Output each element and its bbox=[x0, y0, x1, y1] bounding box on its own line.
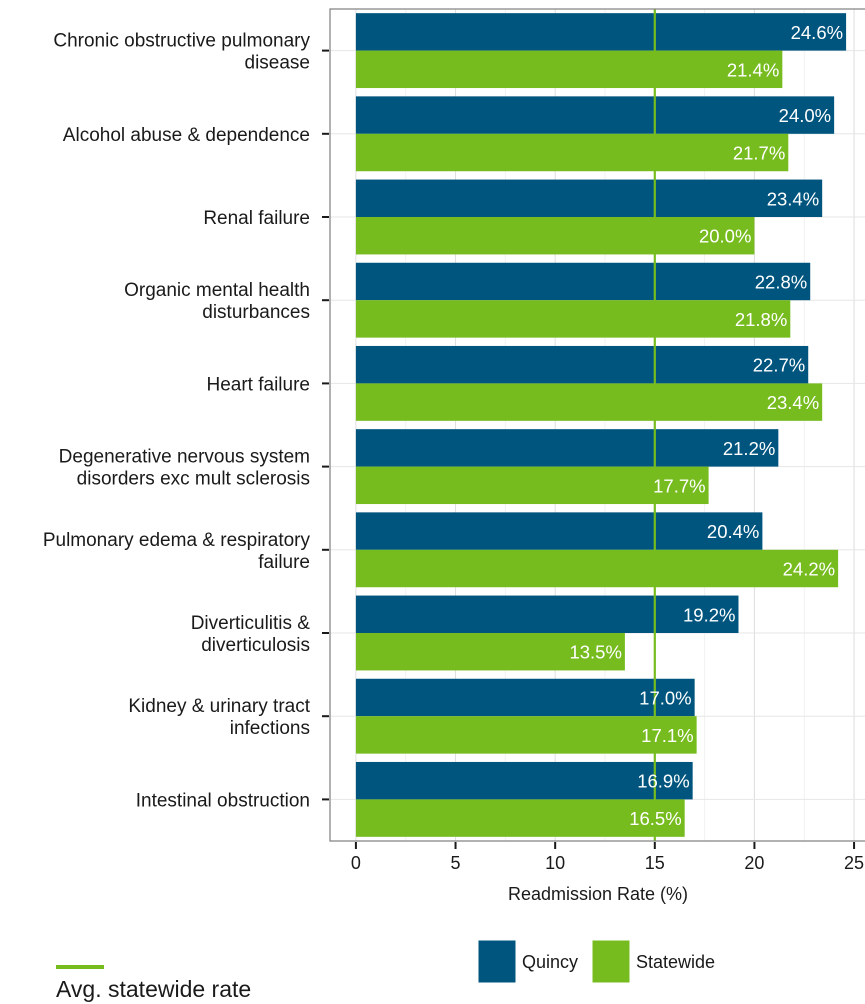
bar-statewide bbox=[355, 549, 839, 588]
bar-statewide bbox=[355, 716, 697, 754]
category-label: Kidney & urinary tract bbox=[128, 696, 310, 717]
category-label: Alcohol abuse & dependence bbox=[63, 125, 310, 146]
reference-line-legend: Avg. statewide rate bbox=[56, 965, 251, 1002]
bar-value-label: 20.4% bbox=[707, 521, 759, 542]
bar-value-label: 17.0% bbox=[639, 687, 691, 708]
category-label: Renal failure bbox=[203, 208, 310, 229]
legend-label-statewide: Statewide bbox=[636, 952, 715, 972]
x-axis-title: Readmission Rate (%) bbox=[508, 884, 688, 904]
category-label: Diverticulitis & bbox=[191, 613, 311, 634]
bar-labels: 24.6% 24.0% 23.4% 22.8% 22.7% 21.2% 20.4% 19.2%… bbox=[569, 22, 843, 829]
bar-statewide bbox=[355, 799, 685, 837]
bar-value-label: 21.2% bbox=[723, 438, 775, 459]
category-label: disturbances bbox=[202, 302, 310, 323]
category-label: Heart failure bbox=[207, 374, 311, 395]
bar-value-label: 16.9% bbox=[637, 771, 689, 792]
bar-quincy bbox=[355, 678, 695, 717]
x-tick-label: 5 bbox=[451, 853, 461, 873]
bar-quincy bbox=[355, 512, 763, 550]
category-label: Intestinal obstruction bbox=[136, 790, 310, 811]
bar-quincy bbox=[355, 179, 823, 217]
bar-value-label: 22.7% bbox=[753, 355, 805, 376]
bar-value-label: 21.7% bbox=[733, 143, 785, 164]
bar-value-label: 22.8% bbox=[755, 271, 807, 292]
bar-statewide bbox=[355, 50, 783, 89]
legend-label-quincy: Quincy bbox=[522, 952, 578, 972]
bar-quincy bbox=[355, 595, 739, 633]
bar-value-label: 24.6% bbox=[791, 22, 843, 43]
x-axis: 0 5 10 15 20 25 bbox=[351, 842, 864, 873]
category-label: disease bbox=[245, 53, 311, 74]
bar-quincy bbox=[355, 13, 847, 51]
bar-statewide bbox=[355, 383, 823, 421]
bar-statewide bbox=[355, 300, 791, 338]
category-label: infections bbox=[230, 718, 310, 739]
plot-panel-border bbox=[329, 8, 865, 842]
legend: Quincy Statewide bbox=[477, 939, 715, 984]
x-tick-label: 15 bbox=[645, 853, 665, 873]
bars bbox=[355, 13, 847, 837]
bar-value-label: 24.0% bbox=[779, 105, 831, 126]
category-label: failure bbox=[258, 552, 310, 573]
legend-swatch-statewide bbox=[591, 939, 631, 984]
bar-quincy bbox=[355, 262, 811, 301]
bar-quincy bbox=[355, 345, 809, 384]
bar-statewide bbox=[355, 466, 709, 505]
bar-value-label: 16.5% bbox=[629, 808, 681, 829]
bar-value-label: 21.8% bbox=[735, 309, 787, 330]
x-tick-label: 10 bbox=[545, 853, 565, 873]
bar-value-label: 23.4% bbox=[767, 392, 819, 413]
category-label: Organic mental health bbox=[124, 280, 310, 301]
bar-value-label: 17.1% bbox=[641, 725, 693, 746]
bar-value-label: 19.2% bbox=[683, 604, 735, 625]
category-label: Degenerative nervous system bbox=[59, 447, 310, 468]
category-label: Pulmonary edema & respiratory bbox=[43, 530, 311, 551]
category-label: Chronic obstructive pulmonary bbox=[53, 31, 310, 52]
bar-value-label: 20.0% bbox=[699, 226, 751, 247]
x-tick-label: 25 bbox=[844, 853, 864, 873]
x-tick-label: 20 bbox=[744, 853, 764, 873]
bar-statewide bbox=[355, 133, 789, 172]
bar-quincy bbox=[355, 761, 693, 800]
category-label: diverticulosis bbox=[201, 635, 310, 656]
bar-value-label: 21.4% bbox=[727, 59, 779, 80]
bar-value-label: 23.4% bbox=[767, 188, 819, 209]
bar-value-label: 24.2% bbox=[783, 559, 835, 580]
bar-quincy bbox=[355, 429, 779, 467]
category-label: disorders exc mult sclerosis bbox=[77, 469, 310, 490]
reference-legend-label: Avg. statewide rate bbox=[56, 976, 251, 1002]
bar-statewide bbox=[355, 217, 755, 255]
bar-value-label: 17.7% bbox=[653, 475, 705, 496]
bar-quincy bbox=[355, 96, 835, 134]
bar-statewide bbox=[355, 633, 625, 671]
x-tick-label: 0 bbox=[351, 853, 361, 873]
legend-swatch-quincy bbox=[477, 939, 517, 984]
bar-value-label: 13.5% bbox=[569, 642, 621, 663]
